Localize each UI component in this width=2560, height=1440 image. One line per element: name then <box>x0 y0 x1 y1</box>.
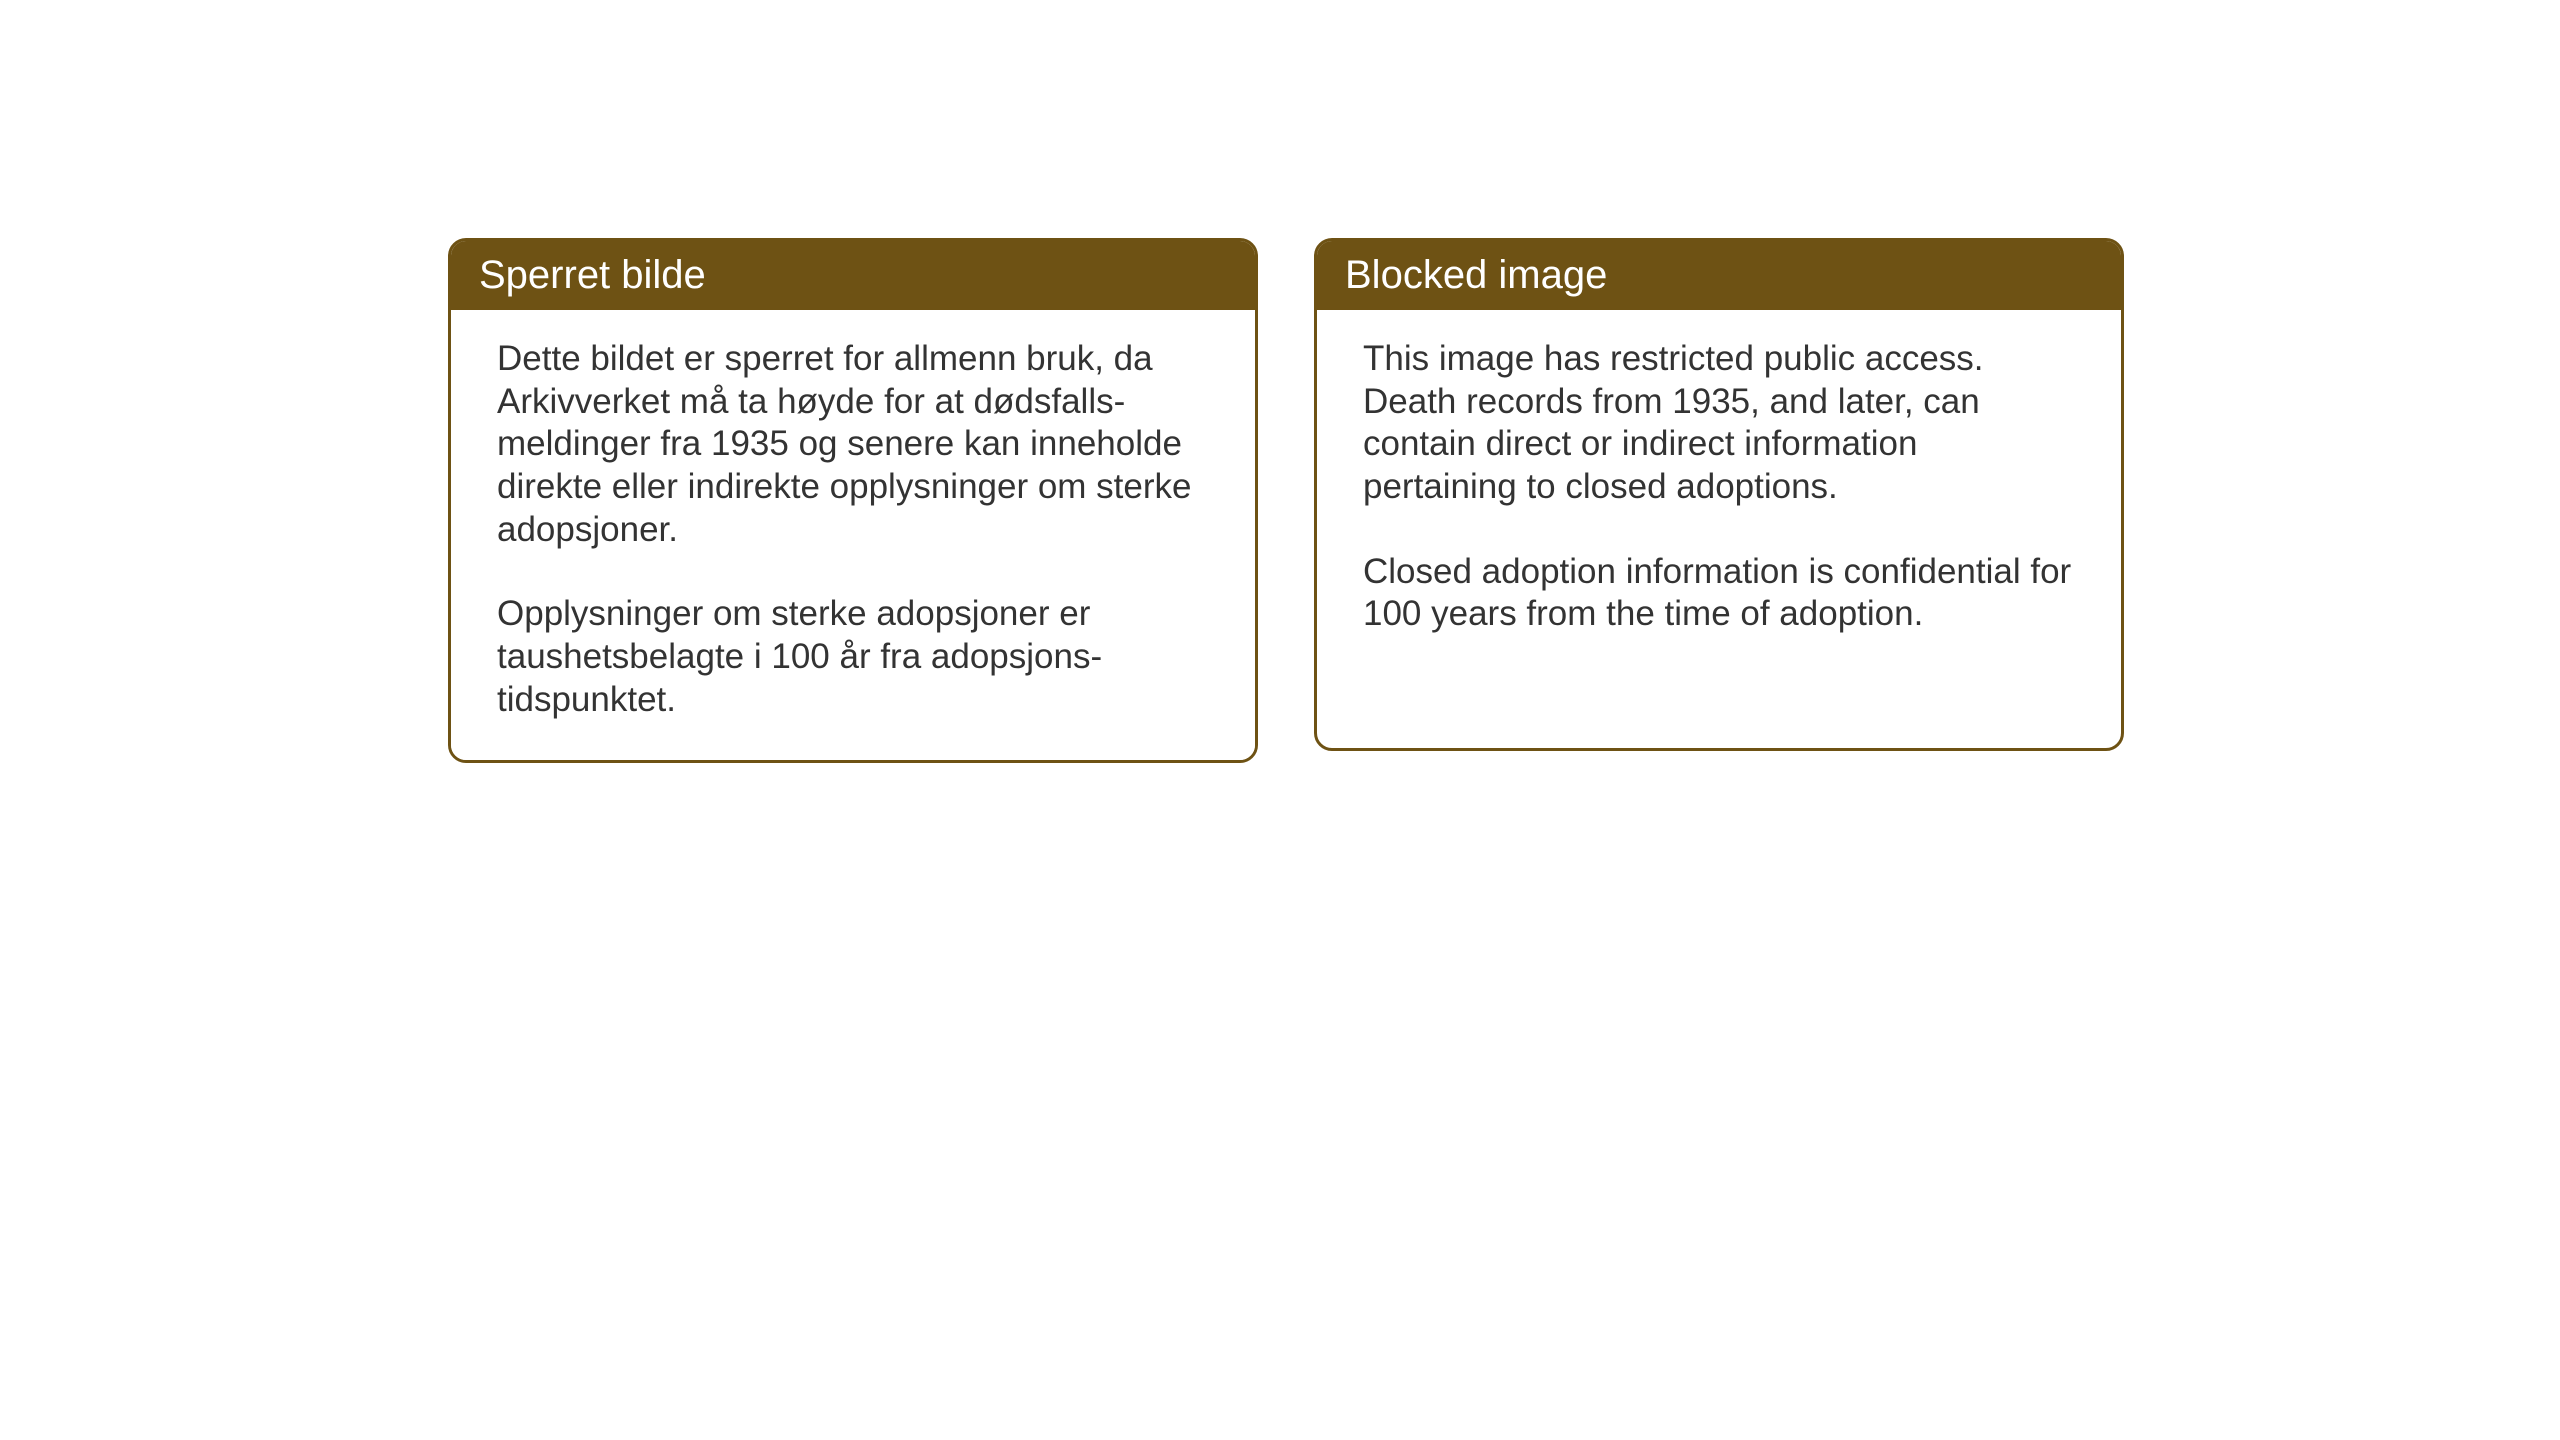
card-paragraph-1: This image has restricted public access.… <box>1363 338 2075 509</box>
card-body-norwegian: Dette bildet er sperret for allmenn bruk… <box>451 310 1255 760</box>
card-title: Blocked image <box>1345 253 1607 297</box>
card-header-english: Blocked image <box>1317 241 2121 310</box>
card-paragraph-2: Opplysninger om sterke adopsjoner er tau… <box>497 593 1209 721</box>
card-body-english: This image has restricted public access.… <box>1317 310 2121 674</box>
card-paragraph-2: Closed adoption information is confident… <box>1363 551 2075 636</box>
notice-cards-container: Sperret bilde Dette bildet er sperret fo… <box>448 238 2124 763</box>
notice-card-norwegian: Sperret bilde Dette bildet er sperret fo… <box>448 238 1258 763</box>
card-header-norwegian: Sperret bilde <box>451 241 1255 310</box>
card-paragraph-1: Dette bildet er sperret for allmenn bruk… <box>497 338 1209 551</box>
card-title: Sperret bilde <box>479 253 706 297</box>
notice-card-english: Blocked image This image has restricted … <box>1314 238 2124 751</box>
